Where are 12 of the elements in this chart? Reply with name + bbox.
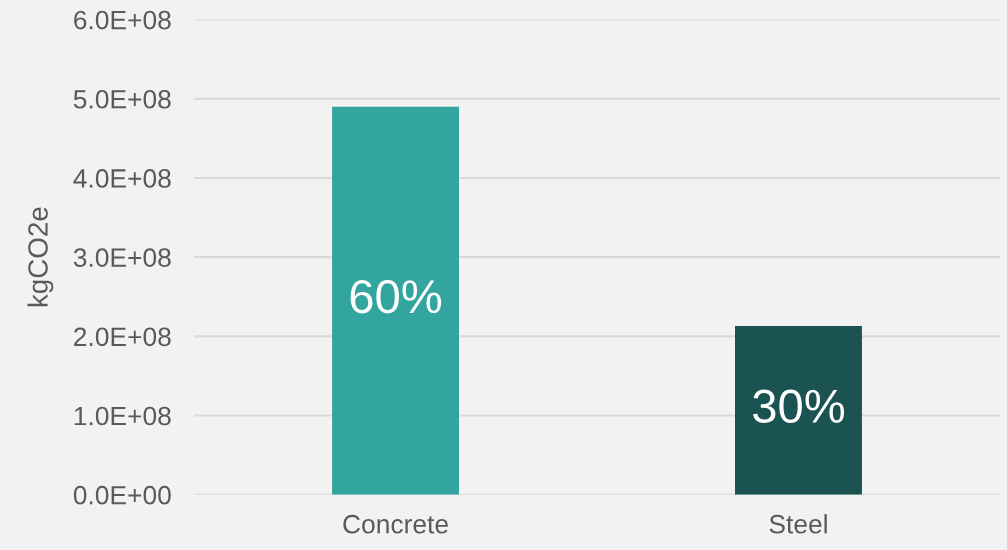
x-tick-label: Steel xyxy=(769,514,827,534)
annotation: 60% xyxy=(350,279,442,314)
annotation: 30% xyxy=(753,389,845,424)
y-tick-label: 5.0E+08 xyxy=(73,89,171,109)
y-tick-label: 4.0E+08 xyxy=(73,169,171,188)
y-tick-label: 0.0E+00 xyxy=(73,485,171,505)
x-tick-label: Concrete xyxy=(343,514,448,534)
y-tick-label: 3.0E+08 xyxy=(73,248,171,267)
y-tick-label: 1.0E+08 xyxy=(74,406,171,426)
y-axis-title: kgCO2e xyxy=(27,207,54,307)
y-tick-label: 6.0E+08 xyxy=(74,10,171,30)
y-tick-label: 2.0E+08 xyxy=(74,327,171,347)
